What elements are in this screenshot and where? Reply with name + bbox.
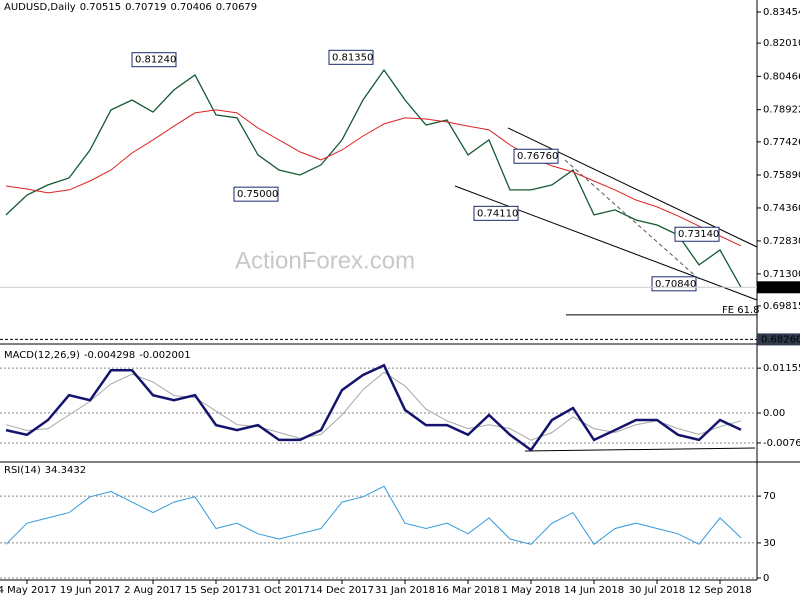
price-label-box [473, 205, 519, 221]
panel-value: -0.002001 [139, 350, 190, 361]
price-label-box [674, 226, 720, 242]
ohlc-value: 0.70515 [80, 2, 121, 13]
y-tick-label: 0.69815 [763, 301, 800, 312]
ohlc-value: 0.70679 [216, 2, 257, 13]
support-label: 0.68260 [761, 334, 800, 345]
panel-value: 34.3432 [45, 465, 86, 476]
y-tick-label: 0.80466 [763, 71, 800, 82]
x-tick-label: 1 May 2018 [502, 585, 561, 596]
x-tick-label: 30 Jul 2018 [629, 585, 686, 596]
series-line [5, 68, 742, 288]
y-tick-label: 0.77426 [763, 137, 800, 148]
current-price: 0.70679 [761, 282, 800, 293]
channel-mid [564, 159, 701, 281]
price-label-box [131, 52, 177, 68]
panel-name: MACD(12,26,9) [4, 350, 80, 361]
channel-lower [454, 185, 758, 301]
x-tick-label: 12 Sep 2018 [688, 585, 751, 596]
x-tick-label: 4 May 2017 [0, 585, 56, 596]
y-tick-label: 0 [763, 573, 769, 584]
y-tick-label: 0.00 [763, 408, 785, 419]
series-line [5, 363, 742, 452]
y-tick-label: -0.007694 [763, 438, 800, 449]
fe-label: FE 61.8 [722, 305, 760, 316]
ohlc-value: 0.70719 [125, 2, 166, 13]
watermark: ActionForex.com [235, 247, 415, 274]
series-line [5, 371, 742, 441]
price-label: 0.81240 [135, 55, 176, 66]
price-label: 0.74110 [477, 208, 518, 219]
price-label: 0.73140 [678, 229, 719, 240]
series-line [5, 485, 742, 546]
series-line [5, 109, 742, 247]
support-label-box [757, 333, 800, 346]
x-tick-label: 16 Mar 2018 [436, 585, 499, 596]
y-tick-label: 0.011556 [763, 363, 800, 374]
ohlc-value: 0.70406 [170, 2, 211, 13]
current-price-box [757, 281, 800, 294]
y-tick-label: 0.83454 [763, 7, 800, 18]
price-label: 0.75000 [237, 189, 278, 200]
x-tick-label: 31 Oct 2017 [248, 585, 310, 596]
macd-trendline [524, 447, 756, 452]
panel-title: AUDUSD,Daily 0.70515 0.70719 0.70406 0.70679 [4, 2, 257, 13]
panel-name: RSI(14) [4, 465, 41, 476]
panel-name: AUDUSD,Daily [4, 2, 76, 13]
y-tick-label: 70 [763, 491, 776, 502]
price-label: 0.81350 [332, 52, 373, 63]
price-label: 0.70840 [655, 279, 696, 290]
panel-value: -0.004298 [84, 350, 135, 361]
price-label-box [513, 148, 559, 164]
panel-title: RSI(14) 34.3432 [4, 465, 86, 476]
price-label-box [328, 49, 374, 65]
price-label-box [233, 186, 279, 202]
x-tick-label: 15 Sep 2017 [184, 585, 247, 596]
x-tick-label: 14 Jun 2018 [564, 585, 624, 596]
x-tick-label: 31 Jan 2018 [375, 585, 435, 596]
x-tick-label: 19 Jun 2017 [60, 585, 120, 596]
x-tick-label: 14 Dec 2017 [310, 585, 374, 596]
x-tick-label: 2 Aug 2017 [124, 585, 182, 596]
price-label: 0.76760 [517, 151, 558, 162]
y-tick-label: 30 [763, 538, 776, 549]
panel-title: MACD(12,26,9) -0.004298 -0.002001 [4, 350, 191, 361]
y-tick-label: 0.78922 [763, 105, 800, 116]
